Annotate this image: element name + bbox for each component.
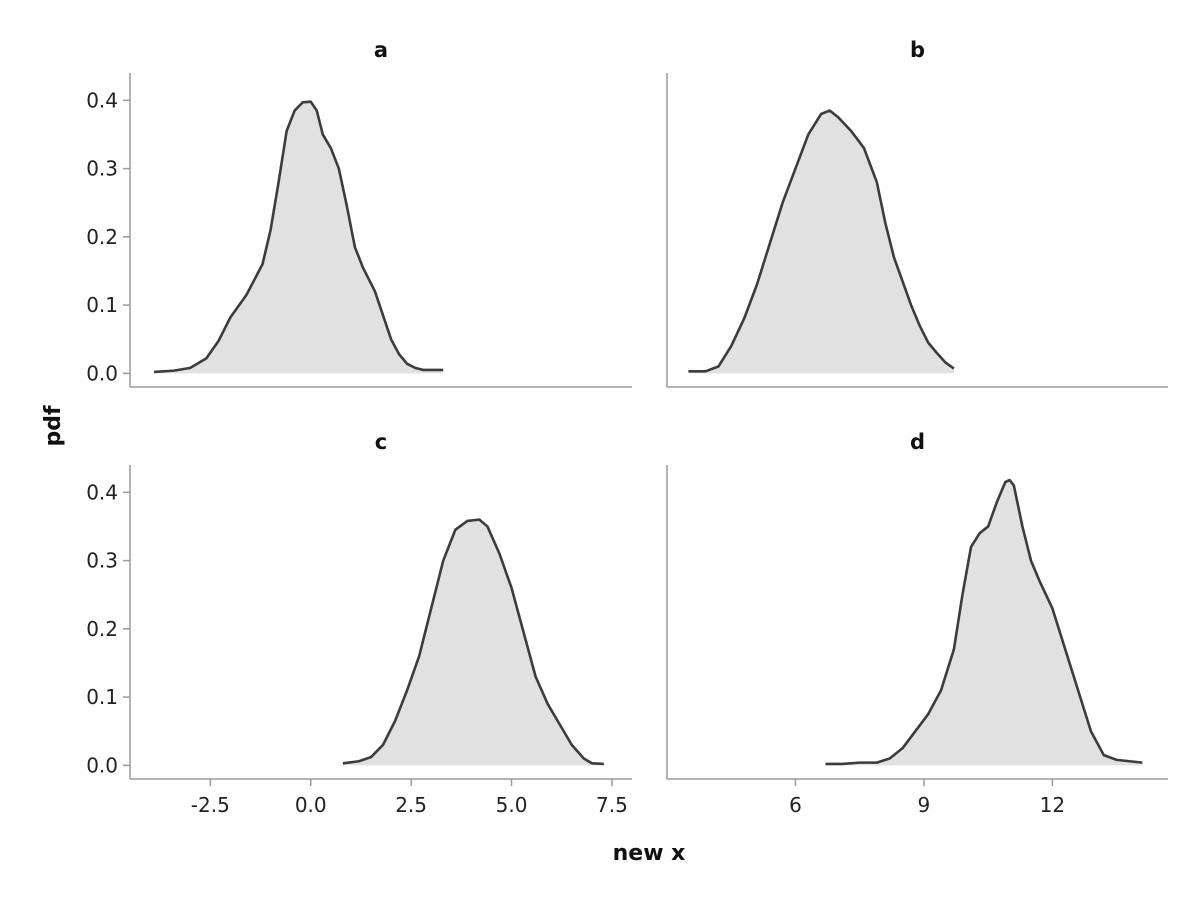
y-tick-label-c-0: 0.0 <box>86 753 118 777</box>
y-tick-label-c-2: 0.2 <box>86 617 118 641</box>
density-area-c <box>342 519 604 766</box>
panel-title-c: c <box>375 430 387 454</box>
density-line-c <box>342 518 604 766</box>
density-line-b <box>688 109 955 373</box>
x-tick-label-c-1: 0.0 <box>295 793 327 817</box>
panel-a: a 0.0 0.1 0.2 0.3 0.4 <box>86 38 632 388</box>
density-area-b <box>688 110 954 374</box>
density-area-d <box>825 480 1143 766</box>
panel-title-d: d <box>910 430 925 454</box>
y-axis-title: pdf <box>41 405 66 446</box>
density-area-a <box>154 101 444 374</box>
x-tick-label-c-2: 2.5 <box>395 793 427 817</box>
x-tick-label-c-3: 5.0 <box>496 793 528 817</box>
panel-title-a: a <box>374 38 388 62</box>
density-line-d <box>825 478 1143 766</box>
y-tick-label-a-0: 0.0 <box>86 361 118 385</box>
x-axis-title: new x <box>613 841 686 866</box>
x-tick-label-d-0: 6 <box>789 793 802 817</box>
panel-title-b: b <box>910 38 925 62</box>
x-tick-label-d-1: 9 <box>918 793 931 817</box>
y-tick-label-a-1: 0.1 <box>86 293 118 317</box>
panel-c: c 0.0 0.1 0.2 0.3 0.4 -2.5 0.0 2.5 5.0 7.5 <box>86 430 632 817</box>
x-tick-label-d-2: 12 <box>1040 793 1065 817</box>
x-tick-label-c-0: -2.5 <box>191 793 230 817</box>
density-line-a <box>154 100 444 374</box>
y-tick-label-c-4: 0.4 <box>86 480 118 504</box>
y-tick-label-c-1: 0.1 <box>86 685 118 709</box>
x-tick-label-c-4: 7.5 <box>596 793 628 817</box>
y-tick-label-a-4: 0.4 <box>86 88 118 112</box>
y-tick-label-c-3: 0.3 <box>86 549 118 573</box>
panel-d: d 6 9 12 <box>666 430 1168 817</box>
panel-b: b <box>666 38 1168 388</box>
y-tick-label-a-3: 0.3 <box>86 157 118 181</box>
y-tick-label-a-2: 0.2 <box>86 225 118 249</box>
